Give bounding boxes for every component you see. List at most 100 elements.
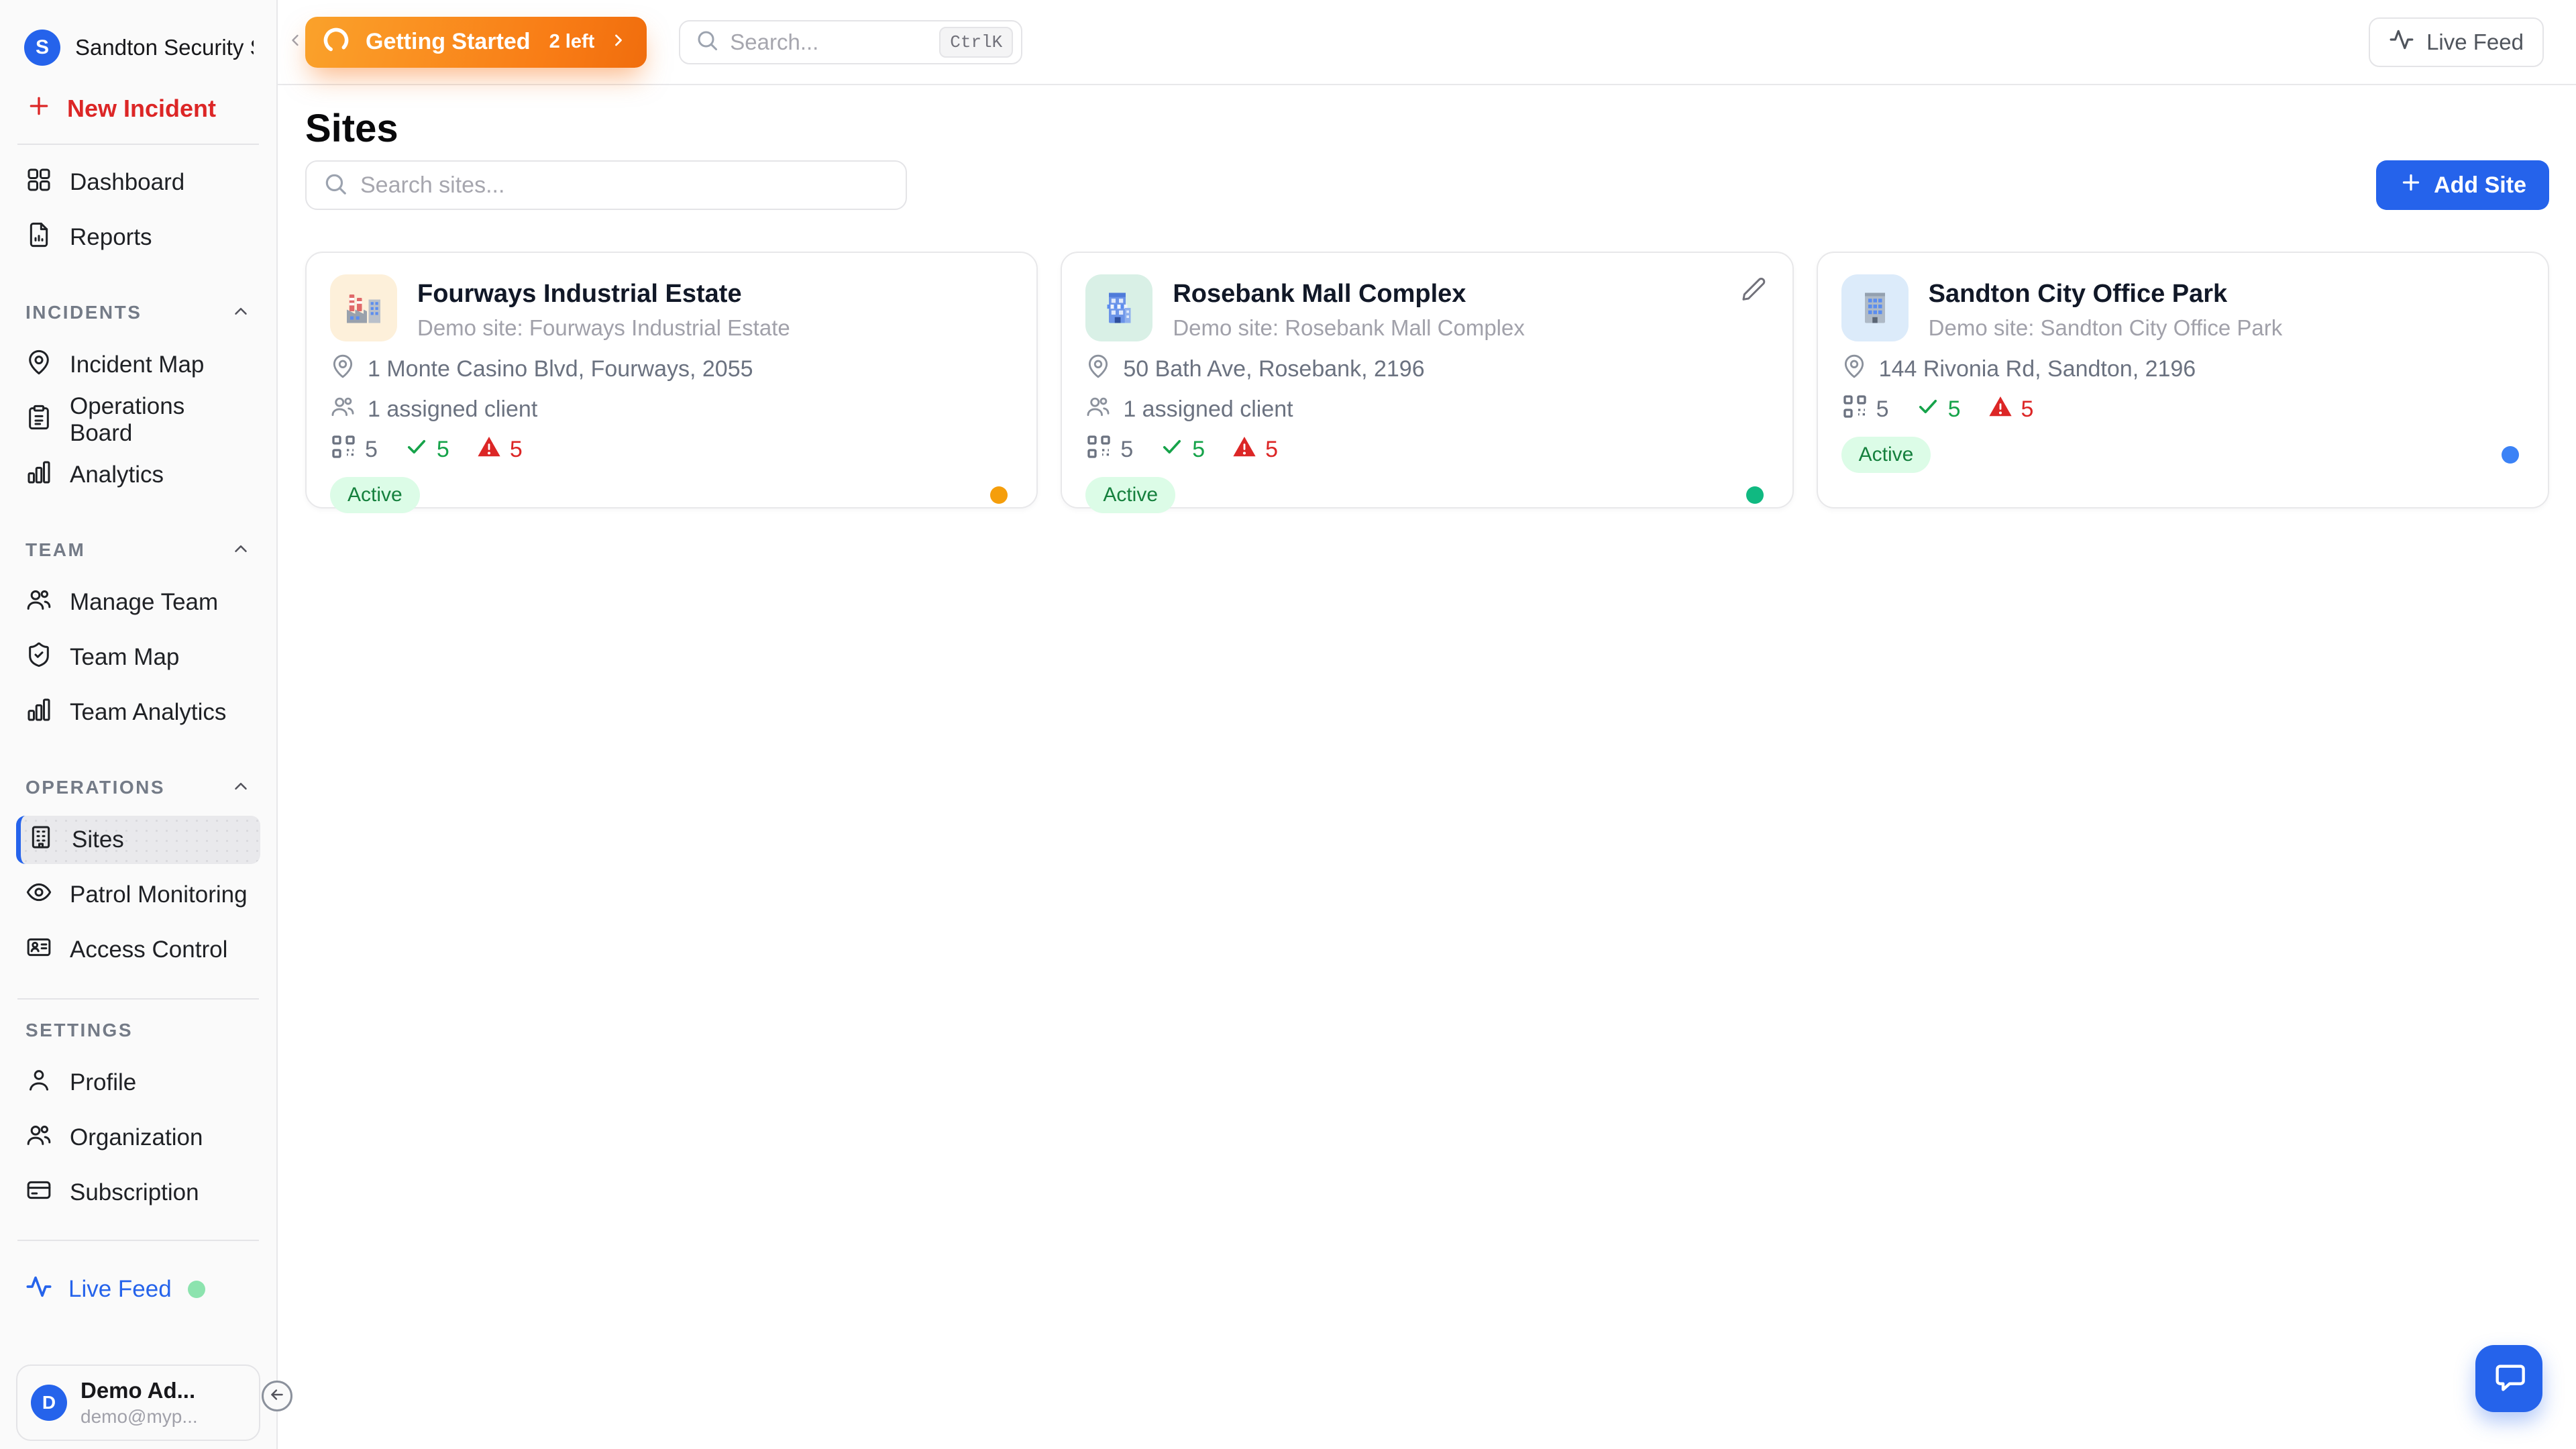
sidebar-item-manage-team[interactable]: Manage Team: [16, 578, 260, 627]
activity-icon: [25, 1273, 52, 1306]
factory-building-icon: [330, 274, 397, 341]
shield-check-icon: [25, 641, 52, 674]
dashboard-grid-icon: [25, 166, 52, 199]
sidebar-item-label: Profile: [70, 1069, 137, 1095]
sidebar-item-organization[interactable]: Organization: [16, 1114, 260, 1162]
main-area: Getting Started 2 left CtrlK Live Feed: [278, 0, 2576, 1449]
chevron-left-icon[interactable]: [286, 31, 305, 53]
site-cards: Fourways Industrial Estate Demo site: Fo…: [305, 252, 2549, 513]
alert-count: 5: [1265, 436, 1279, 462]
divider: [17, 998, 259, 1000]
site-card-rosebank[interactable]: Rosebank Mall Complex Demo site: Roseban…: [1061, 252, 1794, 513]
brand[interactable]: S Sandton Security Ser...: [16, 0, 260, 67]
sidebar-item-label: Subscription: [70, 1179, 199, 1205]
chevron-right-icon: [609, 31, 628, 53]
eye-icon: [25, 879, 52, 912]
site-name: Rosebank Mall Complex: [1173, 280, 1466, 308]
site-status-dot: [1746, 486, 1764, 504]
sites-toolbar: Add Site: [305, 160, 2549, 210]
sidebar-item-analytics[interactable]: Analytics: [16, 451, 260, 499]
live-feed-label: Live Feed: [68, 1276, 172, 1302]
sidebar-item-label: Manage Team: [70, 589, 219, 615]
sidebar-item-operations-board[interactable]: Operations Board: [16, 393, 260, 446]
site-stats-row: 5 5 5: [330, 434, 1013, 465]
section-title: OPERATIONS: [25, 777, 166, 798]
global-search-input[interactable]: [730, 29, 929, 55]
section-incidents-header[interactable]: INCIDENTS: [16, 298, 260, 327]
section-settings-header: SETTINGS: [16, 1016, 260, 1045]
checkpoint-count: 5: [1120, 436, 1134, 462]
site-clients: 1 assigned client: [368, 396, 538, 422]
sidebar-item-access-control[interactable]: Access Control: [16, 926, 260, 974]
brand-logo: S: [24, 30, 60, 66]
warning-triangle-icon: [476, 434, 502, 466]
add-site-button[interactable]: Add Site: [2376, 160, 2549, 210]
sidebar-item-incident-map[interactable]: Incident Map: [16, 341, 260, 389]
sidebar-item-patrol-monitoring[interactable]: Patrol Monitoring: [16, 871, 260, 919]
getting-started-banner[interactable]: Getting Started 2 left: [305, 16, 647, 68]
divider: [17, 144, 259, 145]
new-incident-label: New Incident: [67, 95, 217, 122]
plus-icon: [25, 93, 52, 125]
getting-started-count: 2 left: [549, 31, 595, 52]
mall-building-icon: [1085, 274, 1153, 341]
sidebar-item-dashboard[interactable]: Dashboard: [16, 158, 260, 207]
sites-search-input[interactable]: [360, 172, 890, 199]
site-address: 144 Rivonia Rd, Sandton, 2196: [1878, 356, 2196, 382]
sites-page: Sites Add Site: [278, 85, 2576, 1449]
sidebar-item-team-analytics[interactable]: Team Analytics: [16, 688, 260, 737]
user-icon: [25, 1067, 52, 1099]
users-icon: [25, 1122, 52, 1155]
building-icon: [28, 824, 54, 857]
site-address: 1 Monte Casino Blvd, Fourways, 2055: [368, 356, 753, 382]
sidebar-item-live-feed[interactable]: Live Feed: [16, 1265, 260, 1313]
bar-chart-icon: [25, 459, 52, 492]
site-card-fourways[interactable]: Fourways Industrial Estate Demo site: Fo…: [305, 252, 1038, 513]
report-file-icon: [25, 221, 52, 254]
arrow-left-icon: [268, 1386, 286, 1407]
chevron-up-icon: [231, 301, 251, 325]
sidebar-collapse-button[interactable]: [262, 1381, 292, 1411]
section-team-header[interactable]: TEAM: [16, 535, 260, 565]
site-stats-row: 5 5 5: [1085, 434, 1768, 465]
sidebar-item-reports[interactable]: Reports: [16, 213, 260, 262]
id-card-icon: [25, 934, 52, 967]
user-profile-card[interactable]: D Demo Ad... demo@myp...: [16, 1364, 260, 1441]
online-status-dot: [187, 1281, 205, 1298]
check-icon: [1160, 435, 1184, 465]
keyboard-shortcut-badge: CtrlK: [939, 26, 1014, 58]
sidebar-item-label: Patrol Monitoring: [70, 881, 248, 908]
user-email: demo@myp...: [80, 1406, 198, 1427]
site-subtitle: Demo site: Rosebank Mall Complex: [1173, 315, 1525, 340]
clipboard-icon: [25, 404, 52, 437]
site-address-row: 144 Rivonia Rd, Sandton, 2196: [1841, 354, 2524, 384]
edit-site-button[interactable]: [1740, 276, 1767, 305]
pencil-icon: [1740, 278, 1767, 305]
site-status-dot: [990, 486, 1008, 504]
checkpoint-count: 5: [1876, 396, 1889, 422]
office-building-icon: [1841, 274, 1909, 341]
passed-count: 5: [1192, 436, 1205, 462]
sidebar-item-label: Sites: [72, 826, 124, 853]
sidebar-item-team-map[interactable]: Team Map: [16, 633, 260, 682]
warning-triangle-icon: [1232, 434, 1257, 466]
section-operations-header[interactable]: OPERATIONS: [16, 773, 260, 802]
warning-triangle-icon: [1988, 394, 2013, 425]
sidebar-item-sites[interactable]: Sites: [16, 816, 260, 864]
chevron-up-icon: [231, 776, 251, 800]
chat-button[interactable]: [2475, 1345, 2542, 1412]
sidebar-item-subscription[interactable]: Subscription: [16, 1169, 260, 1217]
chat-bubble-icon: [2491, 1360, 2526, 1397]
site-card-sandton[interactable]: Sandton City Office Park Demo site: Sand…: [1816, 252, 2549, 508]
new-incident-button[interactable]: New Incident: [16, 87, 260, 130]
live-feed-button[interactable]: Live Feed: [2369, 17, 2544, 67]
avatar: D: [31, 1385, 67, 1421]
sidebar-item-profile[interactable]: Profile: [16, 1059, 260, 1107]
brand-name: Sandton Security Ser...: [75, 35, 254, 60]
site-name: Sandton City Office Park: [1928, 280, 2228, 308]
plus-icon: [2399, 170, 2423, 201]
live-feed-button-label: Live Feed: [2426, 29, 2524, 54]
search-icon: [323, 171, 348, 200]
checkpoint-count: 5: [365, 436, 378, 462]
site-status-dot: [2502, 446, 2519, 464]
